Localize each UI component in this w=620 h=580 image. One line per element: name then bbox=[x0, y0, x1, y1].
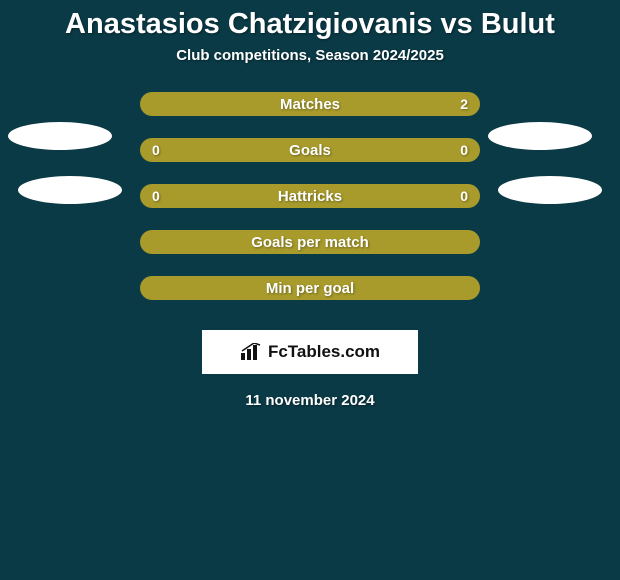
stat-label: Goals bbox=[140, 142, 480, 159]
stat-row-goals-per-match: Goals per match bbox=[140, 230, 480, 254]
decorative-ellipse bbox=[488, 122, 592, 150]
stat-label: Hattricks bbox=[140, 188, 480, 205]
footer-logo-text: FcTables.com bbox=[268, 342, 380, 362]
stat-row-matches: Matches 2 bbox=[140, 92, 480, 116]
decorative-ellipse bbox=[498, 176, 602, 204]
comparison-subtitle: Club competitions, Season 2024/2025 bbox=[0, 47, 620, 64]
decorative-ellipse bbox=[18, 176, 122, 204]
decorative-ellipse bbox=[8, 122, 112, 150]
footer-logo: FcTables.com bbox=[202, 330, 418, 374]
stat-row-min-per-goal: Min per goal bbox=[140, 276, 480, 300]
stat-rows: Matches 2 0 Goals 0 0 Hattricks 0 Goals … bbox=[140, 92, 480, 300]
stat-row-goals: 0 Goals 0 bbox=[140, 138, 480, 162]
stat-value-right: 0 bbox=[460, 142, 468, 158]
stat-value-right: 2 bbox=[460, 96, 468, 112]
stat-value-right: 0 bbox=[460, 188, 468, 204]
stat-label: Min per goal bbox=[140, 280, 480, 297]
stat-label: Matches bbox=[140, 96, 480, 113]
chart-icon bbox=[240, 343, 262, 361]
stat-label: Goals per match bbox=[140, 234, 480, 251]
footer-date: 11 november 2024 bbox=[0, 392, 620, 409]
comparison-title: Anastasios Chatzigiovanis vs Bulut bbox=[0, 0, 620, 41]
stat-row-hattricks: 0 Hattricks 0 bbox=[140, 184, 480, 208]
